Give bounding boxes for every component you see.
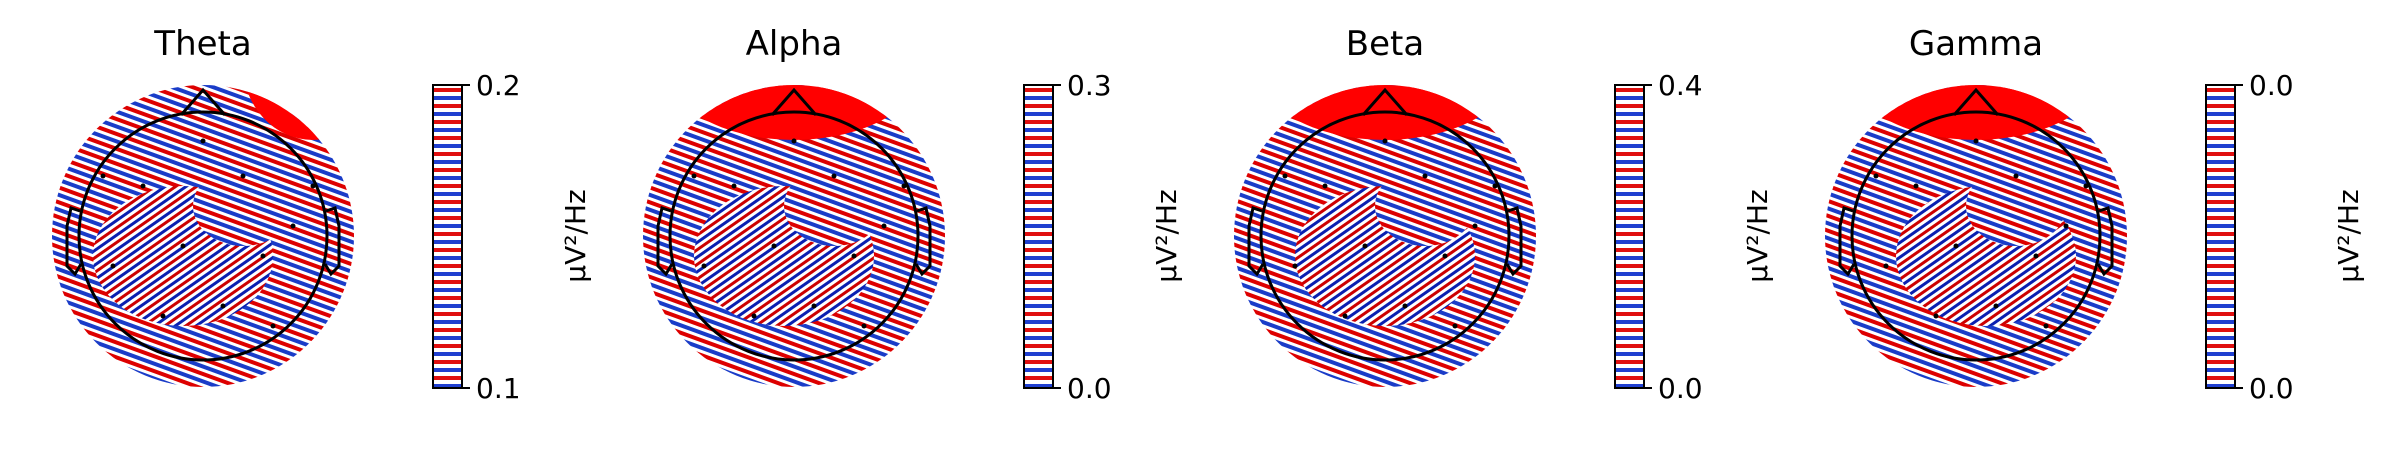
- sensor: [1913, 183, 1919, 189]
- sensor: [270, 323, 276, 329]
- sensor: [2043, 323, 2049, 329]
- sensor: [791, 138, 797, 144]
- sensor: [831, 173, 837, 179]
- sensor: [1973, 138, 1979, 144]
- sensor: [1282, 173, 1288, 179]
- topomap-cap: [1255, 85, 1515, 140]
- sensor: [691, 173, 697, 179]
- sensor: [1933, 313, 1939, 319]
- nose: [1361, 87, 1409, 116]
- sensor: [2063, 223, 2069, 229]
- sensor: [1442, 253, 1448, 259]
- sensor: [1452, 323, 1458, 329]
- sensor: [2013, 173, 2019, 179]
- sensor: [731, 183, 737, 189]
- left-ear: [656, 206, 674, 277]
- right-ear: [323, 206, 341, 277]
- sensor: [240, 173, 246, 179]
- nose: [770, 87, 818, 116]
- panel-title: Gamma: [1909, 24, 2043, 64]
- sensor: [290, 223, 296, 229]
- sensor: [1873, 173, 1879, 179]
- sensor: [2033, 253, 2039, 259]
- sensor: [220, 303, 226, 309]
- colorbar-tick-label: 0.0: [1658, 372, 1703, 405]
- colorbar-label: µV²/Hz: [1150, 189, 1183, 282]
- sensor: [1322, 183, 1328, 189]
- sensor: [751, 313, 757, 319]
- colorbar-tick-label: 0.0: [2249, 69, 2294, 102]
- sensor: [1292, 263, 1298, 269]
- panel-title: Alpha: [746, 24, 843, 64]
- sensor: [1362, 243, 1368, 249]
- right-ear: [2096, 206, 2114, 277]
- sensor: [1422, 173, 1428, 179]
- head-outline: [77, 110, 329, 362]
- sensor: [160, 313, 166, 319]
- sensor: [180, 243, 186, 249]
- sensor: [140, 183, 146, 189]
- colorbar-tick-label: 0.4: [1658, 69, 1703, 102]
- panel-title: Theta: [153, 24, 251, 64]
- left-ear: [1247, 206, 1265, 277]
- sensor: [1993, 303, 1999, 309]
- topomap-cap: [1846, 85, 2106, 140]
- sensor: [200, 138, 206, 144]
- right-ear: [1505, 206, 1523, 277]
- left-ear: [1838, 206, 1856, 277]
- sensor: [2083, 183, 2089, 189]
- sensor: [851, 253, 857, 259]
- panel: Theta 0.1 0.2 µV²/Hz: [52, 24, 592, 405]
- sensor: [1953, 243, 1959, 249]
- sensor: [701, 263, 707, 269]
- sensor: [110, 263, 116, 269]
- nose: [179, 87, 227, 116]
- colorbar-tick-label: 0.0: [1067, 372, 1112, 405]
- right-ear: [914, 206, 932, 277]
- colorbar-tick-label: 0.1: [476, 372, 521, 405]
- topomap-image: [1825, 85, 2127, 387]
- colorbar: [1614, 84, 1645, 389]
- sensor: [1472, 223, 1478, 229]
- colorbar-label: µV²/Hz: [2332, 189, 2365, 282]
- topomap-image: [1234, 85, 1536, 387]
- colorbar-label: µV²/Hz: [1741, 189, 1774, 282]
- topomap-image: [643, 85, 945, 387]
- topomap-fill: [784, 166, 884, 246]
- colorbar: [432, 84, 463, 389]
- colorbar: [2205, 84, 2236, 389]
- sensor: [310, 183, 316, 189]
- colorbar-tick-label: 0.2: [476, 69, 521, 102]
- sensor: [1492, 183, 1498, 189]
- panel: Gamma 0.0 0.0 µV²/Hz: [1825, 24, 2365, 405]
- panel: Alpha 0.0 0.3 µV²/Hz: [643, 24, 1183, 405]
- head-outline: [1259, 110, 1511, 362]
- panel: Beta 0.0 0.4 µV²/Hz: [1234, 24, 1774, 405]
- sensor: [881, 223, 887, 229]
- topomap-fill: [193, 166, 293, 246]
- sensor: [901, 183, 907, 189]
- head-outline: [668, 110, 920, 362]
- sensor: [811, 303, 817, 309]
- topomap-cap: [664, 85, 924, 140]
- sensor: [861, 323, 867, 329]
- sensor: [260, 253, 266, 259]
- sensor: [100, 173, 106, 179]
- colorbar-label: µV²/Hz: [559, 189, 592, 282]
- sensor: [1883, 263, 1889, 269]
- topomap-fill: [1966, 166, 2066, 246]
- colorbar: [1023, 84, 1054, 389]
- sensor: [1342, 313, 1348, 319]
- head-outline: [1850, 110, 2102, 362]
- nose: [1952, 87, 2000, 116]
- sensor: [771, 243, 777, 249]
- colorbar-tick-label: 0.0: [2249, 372, 2294, 405]
- colorbar-tick-label: 0.3: [1067, 69, 1112, 102]
- topomap-fill: [1375, 166, 1475, 246]
- panel-title: Beta: [1346, 24, 1424, 64]
- sensor: [1382, 138, 1388, 144]
- left-ear: [65, 206, 83, 277]
- sensor: [1402, 303, 1408, 309]
